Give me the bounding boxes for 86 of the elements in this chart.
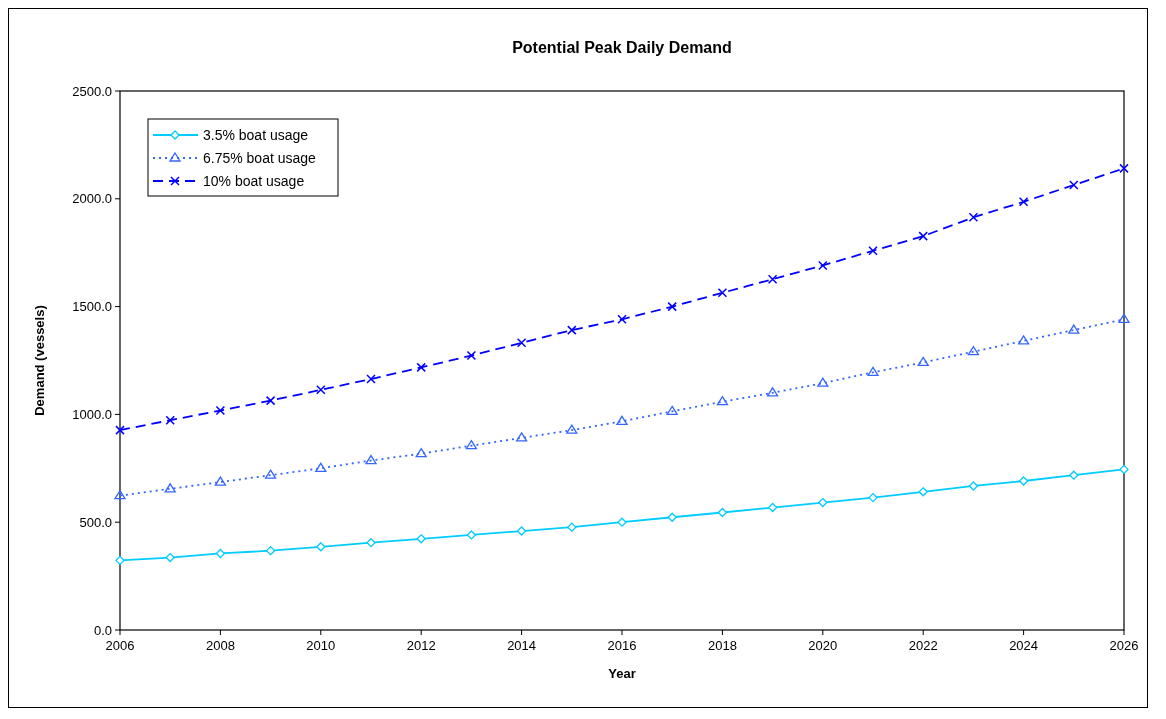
x-tick-label: 2012: [406, 638, 436, 653]
point: [115, 425, 125, 435]
x-tick-label: 2014: [507, 638, 537, 653]
point: [917, 356, 929, 367]
x-tick-label: 2008: [205, 638, 235, 653]
y-tick-label: 1000.0: [72, 406, 112, 422]
x-tick-label: 2026: [1109, 638, 1139, 653]
point: [265, 395, 276, 406]
point: [968, 481, 979, 491]
point: [1018, 476, 1029, 486]
point: [415, 447, 427, 458]
point: [214, 476, 227, 486]
point: [215, 405, 226, 416]
x-tick-label: 2024: [1009, 638, 1039, 653]
point: [766, 387, 779, 397]
point: [264, 469, 277, 479]
point: [617, 517, 627, 527]
x-tick-label: 2022: [908, 638, 938, 653]
legend-label: 10% boat usage: [203, 172, 305, 189]
point: [466, 530, 477, 540]
x-tick-label: 2016: [607, 638, 637, 653]
x-axis-title: Year: [608, 666, 636, 681]
point: [567, 325, 577, 335]
point: [1069, 470, 1079, 480]
point: [416, 534, 426, 544]
point: [165, 552, 175, 563]
point: [567, 522, 577, 532]
point: [315, 462, 327, 472]
legend-label: 6.75% boat usage: [203, 149, 317, 166]
point: [215, 548, 226, 559]
y-tick-label: 0.0: [93, 622, 112, 638]
point: [667, 301, 677, 312]
point: [516, 526, 527, 536]
point: [616, 415, 628, 425]
point: [818, 497, 828, 508]
point: [818, 260, 828, 271]
point: [767, 274, 778, 284]
point: [868, 492, 878, 503]
point: [114, 490, 126, 500]
point: [316, 542, 326, 552]
point: [1018, 197, 1029, 207]
point: [1068, 324, 1080, 334]
y-axis-title: Demand (vessels): [32, 305, 47, 416]
point: [717, 507, 728, 518]
point: [365, 454, 377, 465]
point: [666, 405, 678, 416]
point: [115, 555, 125, 566]
point: [516, 338, 527, 348]
point: [867, 366, 879, 377]
point: [1017, 335, 1030, 345]
point: [967, 346, 980, 356]
point: [515, 432, 528, 442]
point: [265, 546, 276, 556]
point: [717, 288, 728, 298]
x-tick-label: 2018: [707, 638, 737, 653]
point: [164, 483, 176, 493]
point: [767, 502, 778, 513]
point: [667, 512, 677, 522]
point: [316, 385, 326, 395]
point: [617, 314, 627, 325]
point: [716, 396, 729, 406]
y-tick-label: 500.0: [79, 514, 112, 530]
legend-label: 3.5% boat usage: [203, 126, 309, 143]
point: [366, 374, 376, 384]
point: [1119, 163, 1129, 174]
point: [165, 415, 175, 425]
y-tick-label: 2500.0: [72, 83, 112, 99]
y-tick-label: 1500.0: [72, 299, 112, 315]
point: [1069, 180, 1079, 190]
y-tick-label: 2000.0: [72, 191, 112, 207]
point: [366, 538, 376, 548]
point: [466, 350, 477, 361]
point: [465, 440, 478, 450]
point: [817, 377, 829, 387]
point: [968, 212, 979, 223]
point: [416, 362, 426, 373]
chart-title: Potential Peak Daily Demand: [512, 39, 732, 56]
point: [868, 246, 878, 256]
x-tick-label: 2006: [105, 638, 135, 653]
point: [1119, 464, 1129, 475]
point: [566, 424, 578, 434]
point: [918, 487, 928, 497]
point: [1118, 313, 1130, 323]
point: [918, 231, 928, 241]
x-tick-label: 2020: [808, 638, 838, 653]
x-tick-label: 2010: [306, 638, 336, 653]
